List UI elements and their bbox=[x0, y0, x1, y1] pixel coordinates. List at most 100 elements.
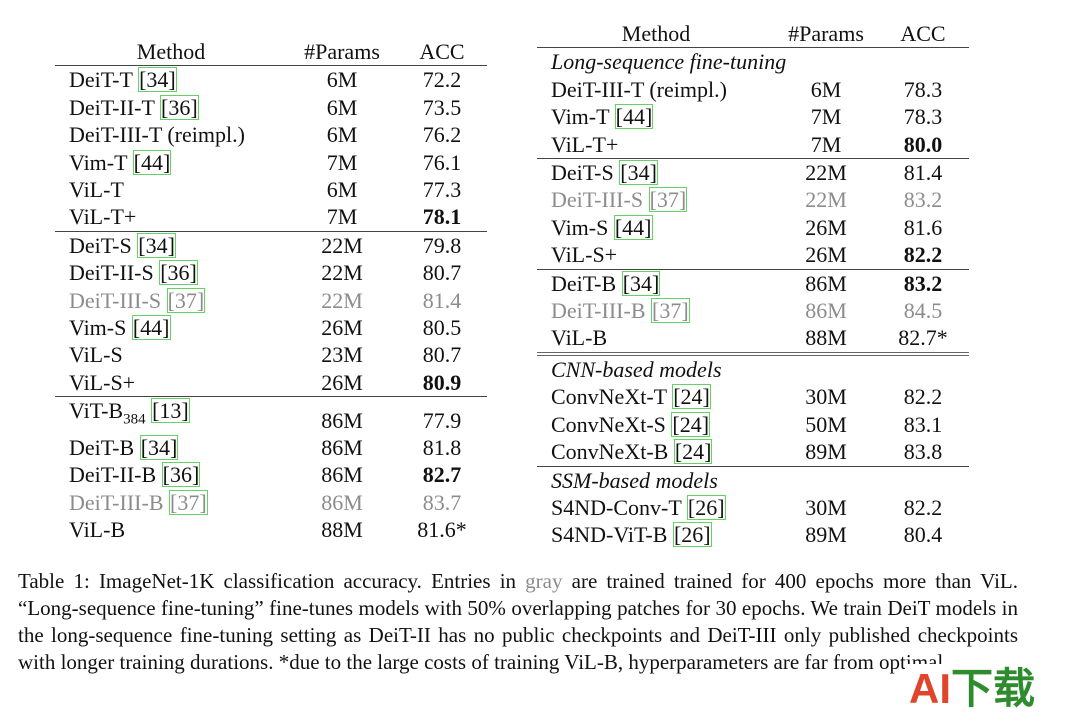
acc-cell: 79.8 bbox=[397, 230, 487, 260]
method-name: DeiT-II-S bbox=[69, 260, 154, 286]
method-name: DeiT-T bbox=[69, 67, 133, 93]
method-cell: DeiT-II-B [36] bbox=[55, 461, 287, 488]
method-name: DeiT-S bbox=[69, 232, 132, 258]
table-row: ConvNeXt-B [24] 89M 83.8 bbox=[537, 438, 969, 466]
table-row: DeiT-B [34] 86M 81.8 bbox=[55, 434, 487, 461]
method-cell: ViL-S+ bbox=[55, 369, 287, 397]
method-cell: DeiT-B [34] bbox=[55, 434, 287, 461]
table-row: ConvNeXt-T [24] 30M 82.2 bbox=[537, 383, 969, 410]
method-cell: DeiT-S [34] bbox=[55, 230, 287, 260]
table-row: DeiT-T [34] 6M 72.2 bbox=[55, 66, 487, 94]
citation-link: [44] bbox=[131, 315, 171, 341]
table-row: ViL-S+ 26M 80.9 bbox=[55, 369, 487, 397]
method-cell: DeiT-III-S [37] bbox=[537, 186, 775, 213]
method-cell: DeiT-II-T [36] bbox=[55, 94, 287, 121]
params-cell: 88M bbox=[805, 325, 847, 351]
table-row: ViL-S 23M 80.7 bbox=[55, 341, 487, 368]
table-row: ViL-B 88M 82.7* bbox=[537, 324, 969, 353]
method-cell: S4ND-Conv-T [26] bbox=[537, 494, 775, 521]
method-name: ViL-S bbox=[69, 342, 123, 368]
params-cell: 89M bbox=[805, 522, 847, 548]
method-cell: DeiT-III-B [37] bbox=[537, 297, 775, 324]
table-row: DeiT-III-S [37] 22M 81.4 bbox=[55, 287, 487, 314]
header-method: Method bbox=[55, 38, 287, 67]
method-cell: DeiT-III-T (reimpl.) bbox=[537, 76, 775, 103]
citation-link: [24] bbox=[673, 439, 713, 465]
table-row: DeiT-II-T [36] 6M 73.5 bbox=[55, 94, 487, 121]
method-cell: ViL-T bbox=[55, 176, 287, 203]
acc-cell: 80.0 bbox=[903, 131, 943, 157]
citation-link: [44] bbox=[614, 104, 654, 130]
citation-link: [37] bbox=[648, 187, 688, 213]
right-table-body: Long-sequence fine-tuning DeiT-III-T (rei… bbox=[537, 48, 969, 549]
method-name: ViL-T+ bbox=[69, 204, 137, 230]
section-header-row: SSM-based models bbox=[537, 465, 969, 494]
table-row: ViL-T+ 7M 78.1 bbox=[55, 203, 487, 231]
params-cell: 86M bbox=[321, 435, 363, 461]
method-cell: Vim-T [44] bbox=[537, 103, 775, 130]
method-cell: DeiT-S [34] bbox=[537, 158, 775, 187]
method-subscript: 384 bbox=[123, 411, 146, 428]
citation-link: [36] bbox=[161, 462, 201, 488]
section-title: SSM-based models bbox=[537, 465, 969, 494]
method-cell: ConvNeXt-B [24] bbox=[537, 438, 775, 466]
method-cell: DeiT-III-T (reimpl.) bbox=[55, 121, 287, 148]
method-name: ViL-B bbox=[69, 517, 126, 543]
method-name: DeiT-S bbox=[551, 160, 614, 186]
section-header-row: Long-sequence fine-tuning bbox=[537, 48, 969, 76]
citation-link: [37] bbox=[166, 287, 206, 313]
table-row: ViL-B 88M 81.6* bbox=[55, 516, 487, 543]
method-name: ViL-T bbox=[69, 177, 124, 203]
params-cell: 22M bbox=[775, 158, 877, 187]
acc-cell: 82.2 bbox=[903, 384, 943, 410]
citation-link: [34] bbox=[138, 67, 177, 93]
acc-cell: 81.4 bbox=[877, 158, 969, 187]
params-cell: 86M bbox=[321, 462, 363, 488]
params-cell: 6M bbox=[326, 177, 358, 203]
method-name: ViL-T+ bbox=[551, 131, 619, 157]
header-method: Method bbox=[537, 20, 775, 49]
params-cell: 7M bbox=[810, 131, 842, 157]
method-name: Vim-S bbox=[69, 315, 127, 341]
params-cell: 86M bbox=[321, 489, 363, 515]
citation-link: [37] bbox=[169, 489, 208, 515]
method-cell: DeiT-B [34] bbox=[537, 268, 775, 298]
acc-cell: 82.2 bbox=[903, 494, 943, 520]
citation-link: [24] bbox=[672, 384, 711, 410]
acc-cell: 73.5 bbox=[422, 94, 462, 120]
method-cell: DeiT-T [34] bbox=[55, 66, 287, 94]
method-cell: Vim-S [44] bbox=[537, 214, 775, 241]
params-cell: 26M bbox=[805, 214, 847, 240]
params-cell: 22M bbox=[321, 287, 363, 313]
acc-cell: 81.4 bbox=[422, 287, 462, 313]
acc-cell: 76.2 bbox=[422, 122, 462, 148]
watermark-part2: 下载 bbox=[951, 665, 1036, 712]
acc-cell: 76.1 bbox=[422, 149, 462, 175]
method-cell: ViL-B bbox=[55, 516, 287, 543]
table-row: Vim-S [44] 26M 80.5 bbox=[55, 314, 487, 341]
citation-link: [44] bbox=[613, 214, 653, 240]
params-cell: 30M bbox=[805, 494, 847, 520]
table-row: ViL-S+ 26M 82.2 bbox=[537, 241, 969, 269]
acc-cell: 77.9 bbox=[397, 396, 487, 435]
citation-link: [34] bbox=[137, 232, 176, 258]
table-row: DeiT-III-T (reimpl.) 6M 76.2 bbox=[55, 121, 487, 148]
params-cell: 22M bbox=[805, 187, 847, 213]
table-row: ViT-B384 [13] 86M 77.9 bbox=[55, 396, 487, 435]
section-title: CNN-based models bbox=[537, 351, 969, 384]
method-name: DeiT-II-B bbox=[69, 462, 157, 488]
acc-cell: 78.1 bbox=[422, 204, 462, 230]
watermark-logo: AI下载 bbox=[905, 664, 1040, 714]
citation-link: [34] bbox=[139, 435, 179, 461]
table-caption: Table 1: ImageNet-1K classification accu… bbox=[18, 568, 1018, 676]
method-cell: DeiT-III-B [37] bbox=[55, 489, 287, 516]
left-results-table: Method #Params ACC DeiT-T [34] 6M 72.2 DeiT… bbox=[55, 38, 487, 544]
params-cell: 7M bbox=[326, 149, 358, 175]
params-cell: 22M bbox=[321, 260, 363, 286]
method-name: ConvNeXt-T bbox=[551, 384, 667, 410]
left-table-body: DeiT-T [34] 6M 72.2 DeiT-II-T [36] 6M 73.5 Dei… bbox=[55, 66, 487, 544]
method-name: DeiT-III-S bbox=[551, 187, 644, 213]
method-name: ConvNeXt-B bbox=[551, 439, 669, 465]
method-name: DeiT-B bbox=[69, 435, 135, 461]
params-cell: 86M bbox=[775, 268, 877, 298]
